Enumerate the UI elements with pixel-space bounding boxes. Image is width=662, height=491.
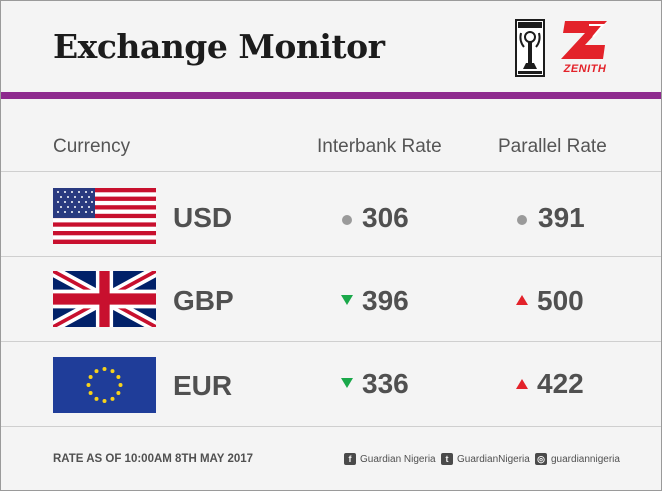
header: Exchange Monitor ZENITH (1, 1, 661, 91)
trend-down-icon (341, 295, 353, 305)
parallel-rate-gbp: 500 (537, 285, 584, 316)
twitter-handle-label: GuardianNigeria (457, 453, 530, 465)
currency-code-usd: USD (173, 202, 233, 233)
twitter-icon: t (441, 453, 453, 465)
column-header-currency: Currency (53, 136, 131, 157)
table-row-usd: USD 306 391 (1, 172, 661, 256)
column-header-interbank: Interbank Rate (317, 136, 442, 157)
row-divider (1, 256, 661, 257)
trend-flat-icon (342, 215, 352, 225)
zenith-logo: ZENITH (559, 19, 611, 77)
column-header-parallel: Parallel Rate (498, 136, 607, 157)
instagram-handle-label: guardiannigeria (551, 453, 620, 465)
facebook-handle-label: Guardian Nigeria (360, 453, 436, 465)
guardian-emblem-icon (515, 19, 545, 77)
accent-divider (1, 92, 661, 99)
row-divider (1, 171, 661, 172)
rate-timestamp: RATE AS OF 10:00AM 8TH MAY 2017 (53, 453, 254, 465)
currency-code-gbp: GBP (173, 285, 234, 316)
interbank-rate-eur: 336 (362, 368, 409, 399)
parallel-rate-eur: 422 (537, 368, 584, 399)
instagram-handle[interactable]: ◎ guardiannigeria (535, 452, 620, 466)
facebook-icon: f (344, 453, 356, 465)
interbank-rate-gbp: 396 (362, 285, 409, 316)
page-title: Exchange Monitor (53, 27, 385, 66)
us-flag-icon (53, 188, 156, 244)
uk-flag-icon (53, 271, 156, 327)
eu-flag-icon (53, 357, 156, 413)
row-divider (1, 341, 661, 342)
row-divider (1, 426, 661, 427)
currency-code-eur: EUR (173, 370, 233, 401)
zenith-logo-text: ZENITH (563, 63, 607, 75)
table-row-gbp: GBP 396 500 (1, 257, 661, 341)
twitter-handle[interactable]: t GuardianNigeria (441, 452, 530, 466)
trend-flat-icon (517, 215, 527, 225)
zenith-z-icon (561, 21, 607, 59)
interbank-rate-usd: 306 (362, 202, 409, 233)
table-row-eur: EUR 336 422 (1, 342, 661, 426)
trend-up-icon (516, 295, 528, 305)
trend-down-icon (341, 378, 353, 388)
parallel-rate-usd: 391 (538, 202, 585, 233)
trend-up-icon (516, 379, 528, 389)
instagram-icon: ◎ (535, 453, 547, 465)
facebook-handle[interactable]: f Guardian Nigeria (344, 452, 436, 466)
